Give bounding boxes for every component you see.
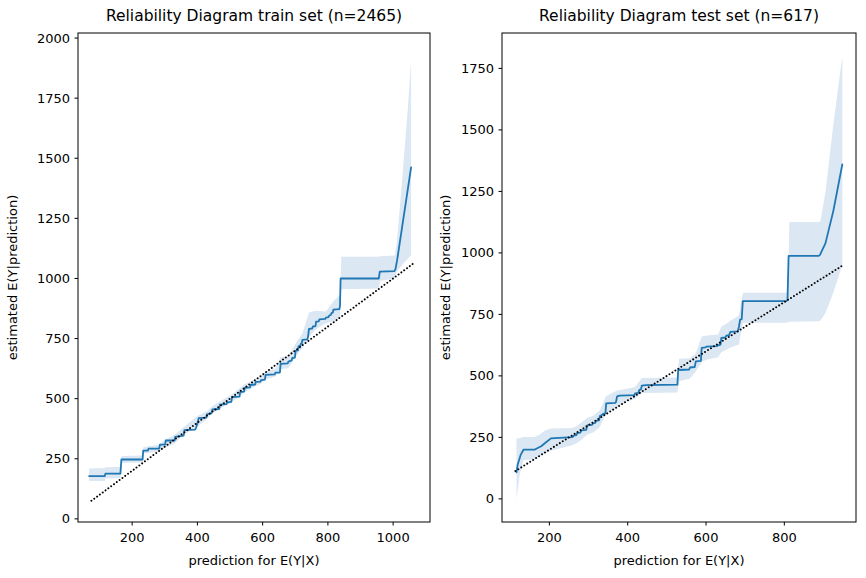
y-tick-label: 1250	[461, 184, 494, 199]
y-tick-label: 1000	[461, 245, 494, 260]
x-tick-label: 600	[694, 530, 719, 545]
y-tick-label: 1250	[37, 211, 70, 226]
confidence-band	[89, 61, 411, 481]
x-tick-label: 200	[120, 530, 145, 545]
y-tick-label: 0	[62, 511, 70, 526]
y-tick-label: 500	[469, 368, 494, 383]
y-tick-label: 0	[486, 491, 494, 506]
y-tick-label: 750	[469, 307, 494, 322]
x-tick-label: 800	[772, 530, 797, 545]
y-tick-label: 1500	[37, 151, 70, 166]
y-axis-label: estimated E(Y|prediction)	[5, 195, 20, 361]
y-tick-label: 250	[45, 451, 70, 466]
confidence-band	[517, 56, 843, 499]
charts-canvas: 200 400 600 800 1000 0 250 500 750 1000 1250 1500 17…	[0, 0, 866, 578]
x-tick-label: 200	[537, 530, 562, 545]
y-tick-label: 250	[469, 430, 494, 445]
y-tick-label: 1750	[461, 61, 494, 76]
plot-title: Reliability Diagram test set (n=617)	[539, 7, 819, 25]
x-tick-label: 600	[250, 530, 275, 545]
y-tick-label: 1750	[37, 91, 70, 106]
plot-title: Reliability Diagram train set (n=2465)	[106, 7, 402, 25]
y-tick-label: 1500	[461, 122, 494, 137]
y-tick-label: 750	[45, 331, 70, 346]
y-tick-label: 2000	[37, 31, 70, 46]
x-axis-label: prediction for E(Y|X)	[189, 553, 320, 568]
x-tick-label: 1000	[377, 530, 410, 545]
y-axis-label: estimated E(Y|prediction)	[438, 195, 453, 361]
identity-line	[91, 264, 413, 501]
x-axis-label: prediction for E(Y|X)	[614, 553, 745, 568]
y-tick-label: 1000	[37, 271, 70, 286]
x-tick-label: 800	[315, 530, 340, 545]
reliability-diagram-figure: 200 400 600 800 1000 0 250 500 750 1000 1250 1500 17…	[0, 0, 866, 578]
calibration-curve	[89, 167, 411, 476]
x-tick-label: 400	[615, 530, 640, 545]
x-tick-label: 400	[185, 530, 210, 545]
y-tick-label: 500	[45, 391, 70, 406]
